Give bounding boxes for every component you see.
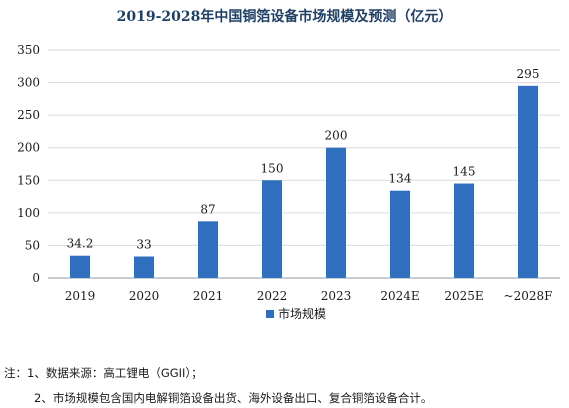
x-tick-label: ~2028F xyxy=(504,289,553,303)
data-label: 34.2 xyxy=(67,237,94,251)
bar xyxy=(134,256,154,278)
data-label: 145 xyxy=(453,165,476,179)
x-tick-label: 2025E xyxy=(444,289,483,303)
y-tick-label: 100 xyxy=(17,206,40,220)
x-axis-ticks: 2019 2020 2021 2022 2023 2024E 2025E ~2028F xyxy=(65,289,553,303)
x-tick-label: 2021 xyxy=(193,289,224,303)
chart-title: 2019-2028年中国铜箔设备市场规模及预测（亿元） xyxy=(116,9,453,25)
y-tick-label: 150 xyxy=(17,173,40,187)
x-tick-label: 2020 xyxy=(129,289,160,303)
y-tick-label: 50 xyxy=(25,238,40,252)
y-axis-ticks: 0 50 100 150 200 250 300 350 xyxy=(17,43,40,285)
y-tick-label: 0 xyxy=(32,271,40,285)
legend: 市场规模 xyxy=(266,306,326,321)
data-label: 150 xyxy=(261,161,284,175)
y-tick-label: 300 xyxy=(17,76,40,90)
y-tick-label: 200 xyxy=(17,141,40,155)
data-label: 33 xyxy=(136,238,151,252)
bar xyxy=(390,190,410,278)
y-tick-label: 250 xyxy=(17,108,40,122)
data-labels: 34.2 33 87 150 200 134 145 295 xyxy=(67,67,540,252)
data-label: 200 xyxy=(325,129,348,143)
data-label: 87 xyxy=(200,202,215,216)
footnote-source: 注：1、数据来源：高工锂电（GGII）； xyxy=(4,366,203,380)
bar xyxy=(262,180,282,278)
bar xyxy=(70,255,90,278)
x-tick-label: 2024E xyxy=(380,289,419,303)
x-tick-label: 2022 xyxy=(257,289,288,303)
bar-chart: 0 50 100 150 200 250 300 350 34.2 33 87 150 200 134 1… xyxy=(17,43,560,321)
gridlines xyxy=(48,49,560,279)
bar xyxy=(198,221,218,278)
bar xyxy=(518,85,538,278)
footnote-scope: 2、市场规模包含国内电解铜箔设备出货、海外设备出口、复合铜箔设备合计。 xyxy=(34,391,433,405)
x-tick-label: 2023 xyxy=(321,289,352,303)
bars xyxy=(70,85,538,278)
bar xyxy=(326,147,346,278)
legend-label: 市场规模 xyxy=(278,306,326,321)
data-label: 295 xyxy=(517,67,540,81)
bar xyxy=(454,183,474,278)
x-tick-label: 2019 xyxy=(65,289,96,303)
data-label: 134 xyxy=(389,172,412,186)
legend-swatch xyxy=(266,310,274,318)
y-tick-label: 350 xyxy=(17,43,40,57)
